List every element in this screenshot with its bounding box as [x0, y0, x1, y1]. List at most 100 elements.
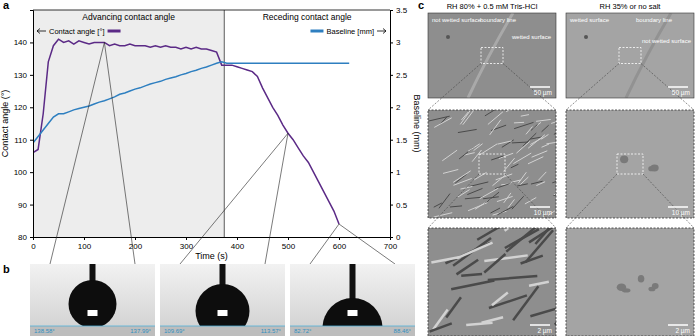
- scale-bar: [530, 206, 550, 208]
- region-label: boundary line: [480, 17, 517, 23]
- droplet-highlight: [348, 310, 358, 316]
- region-label: Receding contact angle: [263, 12, 352, 22]
- crystal: [485, 110, 503, 116]
- zoom-connector: [310, 224, 339, 264]
- plot-frame: [33, 10, 390, 11]
- substrate: [290, 326, 415, 336]
- zoom-box: [617, 154, 643, 174]
- tick-mark: [390, 107, 393, 108]
- tick-label: 120: [14, 103, 28, 112]
- tick-mark: [30, 107, 33, 108]
- panel-label: a: [3, 0, 10, 11]
- tick-mark: [135, 237, 136, 240]
- legend-swatch: [108, 30, 121, 33]
- image-frame: [566, 110, 694, 218]
- zoom-connector: [339, 224, 395, 264]
- zoom-connector: [104, 42, 135, 264]
- crystal: [488, 276, 538, 280]
- droplet-highlight: [218, 310, 228, 316]
- droplet-highlight: [88, 310, 98, 316]
- axis-y2ticks: 00.511.522.533.5: [390, 6, 408, 242]
- baseline-marker: [160, 326, 285, 327]
- tick-label: 130: [14, 71, 28, 80]
- particle: [622, 288, 630, 292]
- tick-label: 500: [282, 242, 296, 251]
- crystal: [484, 254, 505, 273]
- crystal: [529, 282, 549, 286]
- crystal: [458, 129, 477, 132]
- tick-label: 3: [396, 38, 401, 47]
- scale-bar: [668, 324, 688, 326]
- tick: 120: [14, 103, 33, 112]
- legend-swatch: [310, 30, 323, 33]
- tick-label: 600: [333, 242, 347, 251]
- tick-mark: [30, 75, 33, 76]
- tick-label: 0: [31, 242, 36, 251]
- region-label: Advancing contact angle: [82, 12, 175, 22]
- region-label: not wetted surface: [432, 17, 482, 23]
- crystal: [542, 144, 549, 147]
- crystal: [546, 142, 555, 143]
- crystal: [439, 194, 450, 209]
- crystal: [492, 174, 506, 186]
- tick-label: 100: [14, 168, 28, 177]
- zoom-connector: [50, 42, 104, 264]
- tick-mark: [30, 140, 33, 141]
- y2-axis-title: Baseline (mm): [412, 94, 422, 152]
- crystal: [530, 307, 556, 316]
- zoom-connector: [428, 64, 481, 111]
- axis-yticks: 8090100110120130140: [14, 11, 34, 243]
- angle-label: 109.69°: [164, 328, 185, 334]
- tick: 2.5: [390, 71, 408, 80]
- tick: 140: [14, 38, 33, 47]
- crystal: [516, 141, 529, 153]
- crystal: [513, 153, 531, 163]
- tick: 1.5: [390, 136, 408, 145]
- zoom-connector: [180, 133, 288, 264]
- crystal: [492, 293, 508, 306]
- crystal: [498, 141, 512, 144]
- tick: 2: [390, 103, 401, 112]
- tick-label: 0: [396, 233, 401, 242]
- baseline-marker: [30, 326, 155, 327]
- tick-label: 100: [78, 242, 92, 251]
- sem-image: 2 µm: [566, 228, 694, 336]
- crystal: [442, 150, 457, 161]
- zoom-connector: [265, 133, 288, 264]
- droplet-photo: 82.72°88.46°: [290, 264, 415, 336]
- tick: 300: [180, 237, 194, 251]
- scale-label: 10 µm: [534, 209, 552, 217]
- crystal: [430, 323, 452, 331]
- legend-label: Contact angle [°]: [49, 27, 105, 36]
- boundary: [468, 13, 513, 98]
- crystal: [512, 196, 524, 209]
- crystal: [472, 150, 481, 162]
- particle: [650, 165, 658, 172]
- angle-label: 138.58°: [34, 328, 55, 334]
- sem-image: 10 µm: [428, 105, 571, 228]
- tick-mark: [390, 10, 393, 11]
- region-divider: [224, 10, 225, 237]
- tick-mark: [186, 237, 187, 240]
- tick-label: 300: [180, 242, 194, 251]
- particle: [620, 155, 628, 163]
- tick: 0: [390, 233, 401, 242]
- crystal: [498, 206, 514, 214]
- crystal: [513, 286, 538, 320]
- tick: 3: [390, 38, 401, 47]
- crystal: [542, 125, 549, 132]
- sem-image: 10 µm: [566, 110, 694, 228]
- y-axis-title: Contact angle (°): [0, 90, 10, 158]
- legend-entry: Baseline [mm]: [310, 27, 386, 36]
- scale-label: 10 µm: [672, 209, 690, 217]
- plot-area: [33, 10, 349, 237]
- crystal: [484, 192, 499, 204]
- sem-image: wetted surfaceboundary linenot wetted su…: [566, 13, 694, 110]
- crystal: [506, 228, 541, 252]
- tick-mark: [390, 172, 393, 173]
- crystal: [469, 182, 488, 187]
- crystal: [514, 122, 533, 128]
- tick: 100: [14, 168, 33, 177]
- tick: 0: [31, 237, 36, 251]
- scale-label: 50 µm: [534, 89, 552, 97]
